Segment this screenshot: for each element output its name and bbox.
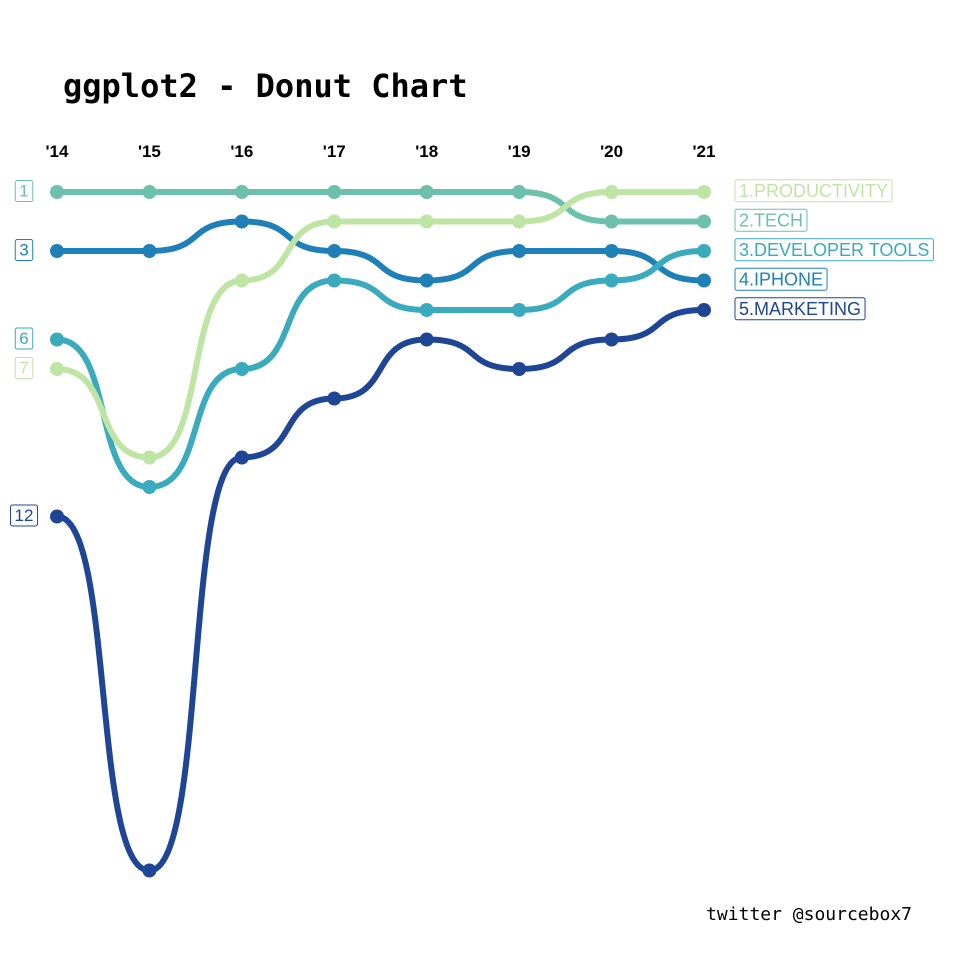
x-tick-label: '15	[138, 142, 161, 161]
point	[142, 480, 157, 494]
start-rank-label: 6	[19, 329, 28, 348]
series-line	[54, 218, 707, 284]
point	[142, 450, 157, 465]
point	[604, 332, 619, 347]
start-rank-label-group: 12	[10, 504, 38, 527]
point	[50, 362, 64, 376]
legend-entry: 2.TECH	[739, 210, 803, 230]
point	[697, 214, 711, 229]
start-rank-label-group: 6	[14, 327, 34, 350]
legend-entry-group: 4.IPHONE	[734, 267, 828, 291]
point	[234, 214, 249, 229]
start-rank-label-box	[14, 179, 34, 202]
start-rank-label-box	[14, 238, 34, 261]
series-line	[54, 188, 707, 461]
point	[327, 185, 342, 199]
start-rank-label-group: 7	[14, 356, 34, 379]
point	[512, 185, 527, 199]
legend-entry-group: 2.TECH	[734, 208, 808, 232]
point	[512, 214, 527, 229]
legend-entry-group: 1.PRODUCTIVITY	[734, 179, 893, 203]
x-tick-label: '16	[230, 142, 253, 161]
point	[512, 244, 527, 258]
series-line	[54, 307, 707, 874]
legend-entry-group: 5.MARKETING	[734, 297, 866, 321]
legend-entry: 1.PRODUCTIVITY	[739, 181, 888, 201]
point	[697, 185, 711, 199]
point	[419, 303, 434, 317]
point	[512, 303, 527, 317]
legend-entry: 4.IPHONE	[739, 269, 823, 289]
legend-entry-box	[734, 267, 828, 291]
start-rank-label: 12	[15, 506, 34, 525]
start-rank-label: 1	[19, 181, 28, 200]
x-tick-label: '14	[46, 142, 69, 161]
start-rank-label: 3	[19, 240, 28, 259]
start-rank-label-box	[14, 356, 34, 379]
point	[419, 273, 434, 288]
start-rank-label-group: 1	[14, 179, 34, 202]
point	[604, 273, 619, 288]
legend-entry-box	[734, 208, 808, 232]
x-tick-label: '21	[693, 142, 716, 161]
x-tick-label: '18	[415, 142, 438, 161]
point	[50, 332, 64, 347]
point	[142, 244, 157, 258]
legend-entry-box	[734, 297, 866, 321]
point	[604, 244, 619, 258]
legend-entry: 3.DEVELOPER TOOLS	[739, 240, 929, 260]
point	[419, 185, 434, 199]
x-tick-label: '19	[508, 142, 531, 161]
x-tick-label: '20	[600, 142, 623, 161]
point	[419, 214, 434, 229]
point	[419, 332, 434, 347]
legend-entry-box	[734, 238, 934, 262]
point	[234, 273, 249, 288]
x-tick-label: '17	[323, 142, 346, 161]
point	[697, 244, 711, 258]
start-rank-label-box	[10, 504, 38, 527]
point	[327, 214, 342, 229]
point	[512, 362, 527, 376]
point	[142, 863, 157, 878]
point	[327, 273, 342, 288]
legend-entry-box	[734, 179, 893, 203]
point	[234, 362, 249, 376]
point	[327, 244, 342, 258]
caption: twitter @sourcebox7	[706, 904, 912, 925]
point	[604, 185, 619, 199]
point	[697, 303, 711, 317]
legend-entry-group: 3.DEVELOPER TOOLS	[734, 238, 934, 262]
series-line	[54, 188, 707, 225]
point	[234, 450, 249, 465]
point	[50, 509, 64, 524]
point	[327, 391, 342, 406]
start-rank-label: 7	[19, 358, 28, 377]
start-rank-label-box	[14, 327, 34, 350]
start-rank-label-group: 3	[14, 238, 34, 261]
point	[234, 185, 249, 199]
point	[142, 185, 157, 199]
point	[604, 214, 619, 229]
point	[50, 244, 64, 258]
point	[697, 273, 711, 288]
chart-title: ggplot2 - Donut Chart	[63, 67, 468, 105]
point	[50, 185, 64, 199]
legend-entry: 5.MARKETING	[739, 299, 861, 319]
